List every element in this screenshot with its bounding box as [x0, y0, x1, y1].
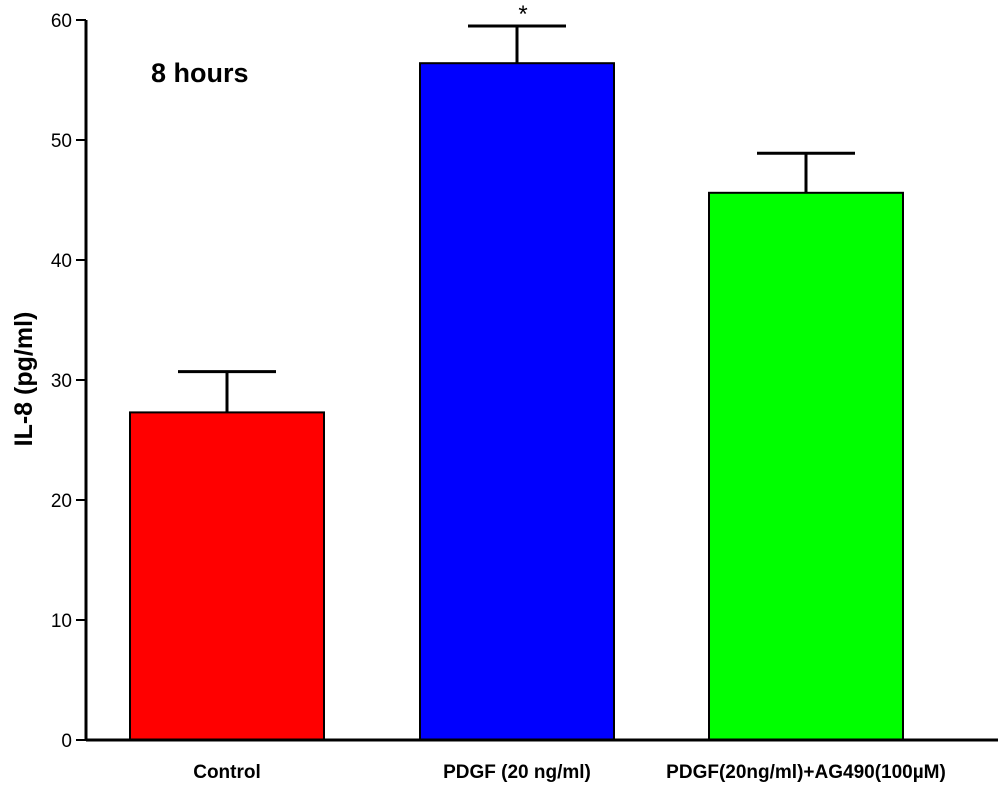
bar-2 — [708, 191, 904, 742]
y-tick-label-4: 40 — [51, 251, 72, 272]
error-bars-layer — [178, 24, 855, 413]
y-tick-label-5: 50 — [51, 131, 72, 152]
category-label-0: Control — [193, 762, 261, 783]
bar-0 — [129, 411, 325, 741]
y-tick-label-6: 60 — [51, 11, 72, 32]
category-label-2: PDGF(20ng/ml)+AG490(100µM) — [666, 762, 946, 783]
y-tick-label-1: 10 — [51, 611, 72, 632]
bar-1 — [419, 62, 615, 741]
y-tick-label-3: 30 — [51, 371, 72, 392]
category-labels-layer: Control PDGF (20 ng/ml) PDGF(20ng/ml)+AG49… — [193, 762, 946, 783]
category-label-1: PDGF (20 ng/ml) — [443, 762, 591, 783]
chart-title: 8 hours — [151, 58, 249, 88]
annotations-layer: * — [518, 1, 527, 28]
y-tick-label-2: 20 — [51, 491, 72, 512]
bars-layer — [129, 62, 904, 742]
y-axis-title: IL-8 (pg/ml) — [10, 312, 38, 447]
y-ticks-layer: 0 10 20 30 40 50 60 — [51, 11, 86, 752]
y-tick-label-0: 0 — [61, 731, 72, 752]
significance-mark-1: * — [518, 1, 527, 28]
